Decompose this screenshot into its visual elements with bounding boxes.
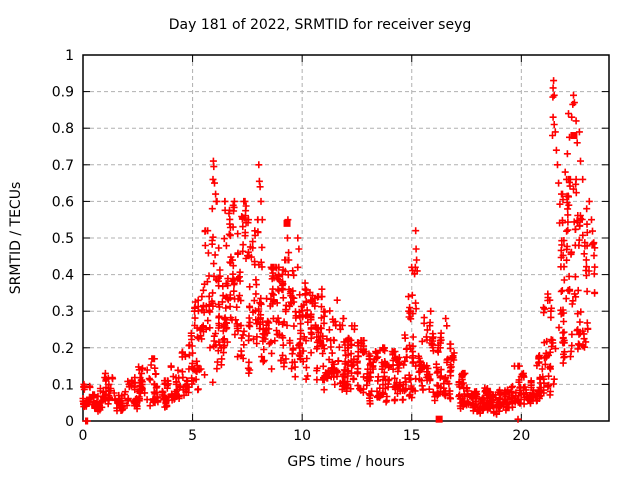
y-tick-label: 0.3 (52, 304, 74, 320)
y-tick-label: 0.5 (52, 231, 74, 247)
plot-border (82, 54, 610, 422)
x-tick-label: 0 (79, 428, 88, 444)
square-point (435, 415, 443, 423)
x-tick-label: 20 (512, 428, 530, 444)
y-tick-label: 0.2 (52, 341, 74, 357)
y-tick-label: 0.1 (52, 377, 74, 393)
square-point (570, 132, 578, 140)
y-tick-label: 0.7 (52, 158, 74, 174)
tick-labels: 0 5 10 15 20 0 0.1 0.2 0.3 0.4 0.5 0.6 0.7 0.8 0.9 1 (52, 48, 531, 444)
y-tick-label: 1 (65, 48, 74, 64)
scatter-points (79, 77, 599, 425)
x-tick-label: 5 (188, 428, 197, 444)
chart-title: Day 181 of 2022, SRMTID for receiver sey… (169, 17, 472, 33)
y-axis-label: SRMTID / TECUs (8, 182, 24, 295)
x-axis-label: GPS time / hours (287, 454, 404, 470)
y-tick-label: 0.6 (52, 194, 74, 210)
square-point (283, 219, 291, 227)
y-tick-label: 0.8 (52, 121, 74, 137)
y-tick-label: 0.9 (52, 85, 74, 101)
x-tick-label: 15 (403, 428, 421, 444)
y-tick-label: 0 (65, 414, 74, 430)
data-points (79, 77, 599, 425)
y-tick-label: 0.4 (52, 268, 74, 284)
x-tick-label: 10 (293, 428, 311, 444)
